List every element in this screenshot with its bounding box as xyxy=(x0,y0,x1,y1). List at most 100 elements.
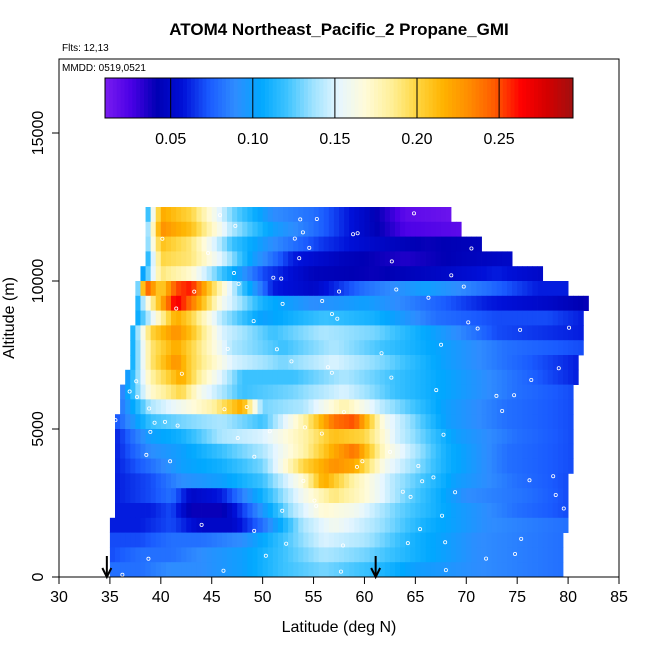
heatmap-cell xyxy=(247,340,253,356)
heatmap-cell xyxy=(425,547,432,563)
heatmap-cell xyxy=(165,547,172,563)
colorbar-segment xyxy=(183,78,188,118)
heatmap-cell xyxy=(537,547,544,563)
heatmap-cell xyxy=(232,295,238,311)
heatmap-cell xyxy=(160,384,167,400)
heatmap-cell xyxy=(130,458,136,474)
sample-point xyxy=(405,541,410,546)
heatmap-cell xyxy=(435,443,442,459)
heatmap-cell xyxy=(359,458,365,474)
heatmap-cell xyxy=(369,310,376,326)
heatmap-cell xyxy=(364,295,370,311)
heatmap-cell xyxy=(369,503,376,519)
sample-point xyxy=(307,245,312,250)
heatmap-cell xyxy=(512,473,518,489)
colorbar-segment xyxy=(471,78,476,118)
heatmap-cell xyxy=(252,547,258,563)
heatmap-cell xyxy=(267,562,274,578)
heatmap-cell xyxy=(186,251,192,267)
heatmap-cell xyxy=(557,562,564,578)
heatmap-cell xyxy=(165,384,172,400)
heatmap-cell xyxy=(308,488,314,504)
colorbar-segment xyxy=(144,78,149,118)
heatmap-cell xyxy=(415,221,421,237)
heatmap-cell xyxy=(501,295,508,311)
heatmap-cell xyxy=(359,503,365,519)
sample-point xyxy=(120,572,125,577)
heatmap-cell xyxy=(451,251,457,267)
colorbar-segment xyxy=(159,78,164,118)
heatmap-cell xyxy=(272,340,279,356)
heatmap-cell xyxy=(512,340,518,356)
sample-point xyxy=(297,256,302,261)
colorbar-segment xyxy=(452,78,457,118)
heatmap-cell xyxy=(247,325,253,341)
heatmap-cell xyxy=(476,473,482,489)
heatmap-cell xyxy=(252,207,258,223)
heatmap-cell xyxy=(165,369,172,385)
heatmap-cell xyxy=(451,236,457,252)
heatmap-cell xyxy=(481,443,488,459)
heatmap-cell xyxy=(252,503,258,519)
heatmap-cell xyxy=(410,399,416,415)
sample-point xyxy=(335,316,340,321)
heatmap-cell xyxy=(410,310,416,326)
heatmap-cell xyxy=(318,562,325,578)
heatmap-cell xyxy=(186,355,192,371)
heatmap-cell xyxy=(196,532,202,548)
heatmap-cell xyxy=(120,517,126,533)
heatmap-cell xyxy=(140,399,146,415)
heatmap-cell xyxy=(400,562,406,578)
heatmap-cell xyxy=(440,325,447,341)
heatmap-cell xyxy=(313,473,320,489)
heatmap-cell xyxy=(257,547,264,563)
heatmap-cell xyxy=(563,281,569,297)
colorbar-segment xyxy=(249,78,254,118)
heatmap-cell xyxy=(155,517,162,533)
heatmap-cell xyxy=(537,473,544,489)
colorbar-segment xyxy=(420,78,426,118)
heatmap-cell xyxy=(491,414,498,430)
heatmap-cell xyxy=(196,281,202,297)
heatmap-cell xyxy=(221,355,228,371)
heatmap-cell xyxy=(140,355,146,371)
heatmap-cell xyxy=(277,562,284,578)
heatmap-cell xyxy=(395,369,401,385)
heatmap-cell xyxy=(425,236,432,252)
heatmap-cell xyxy=(461,340,467,356)
heatmap-cell xyxy=(125,458,131,474)
heatmap-cell xyxy=(242,221,248,237)
heatmap-cell xyxy=(186,221,192,237)
heatmap-cell xyxy=(410,325,416,341)
heatmap-cell xyxy=(420,281,426,297)
heatmap-cell xyxy=(481,295,488,311)
colorbar-segment xyxy=(541,78,547,118)
sample-point xyxy=(320,299,325,304)
heatmap-cell xyxy=(410,355,416,371)
heatmap-cell xyxy=(221,488,228,504)
x-tick-label: 85 xyxy=(610,589,628,606)
heatmap-cell xyxy=(466,547,472,563)
heatmap-cell xyxy=(501,251,508,267)
heatmap-cell xyxy=(308,532,314,548)
sample-point xyxy=(144,452,149,457)
heatmap-cell xyxy=(145,562,152,578)
heatmap-cell xyxy=(532,503,538,519)
heatmap-cell xyxy=(547,473,554,489)
heatmap-cell xyxy=(512,503,518,519)
heatmap-cell xyxy=(323,547,330,563)
heatmap-cell xyxy=(578,310,584,326)
heatmap-cell xyxy=(262,414,269,430)
heatmap-cell xyxy=(293,221,299,237)
heatmap-cell xyxy=(242,281,248,297)
heatmap-cell xyxy=(298,414,304,430)
heatmap-cell xyxy=(308,547,314,563)
sample-point xyxy=(314,503,319,508)
heatmap-cell xyxy=(186,295,192,311)
heatmap-cell xyxy=(303,251,309,267)
heatmap-cell xyxy=(206,236,213,252)
heatmap-cell xyxy=(491,547,498,563)
heatmap-cell xyxy=(247,414,253,430)
heatmap-cell xyxy=(456,414,462,430)
heatmap-cell xyxy=(374,503,381,519)
